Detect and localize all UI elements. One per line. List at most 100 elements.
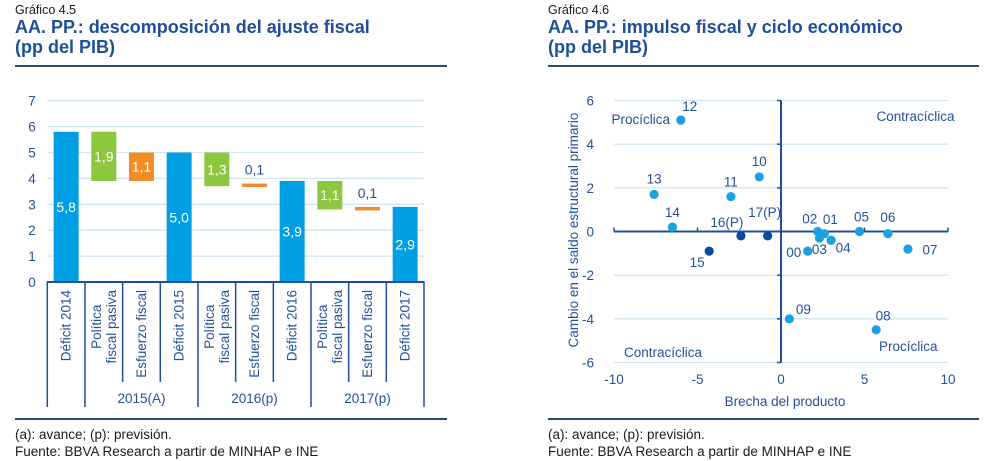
quadrant-label: Contracíclica	[877, 109, 956, 124]
scatter-point	[854, 226, 865, 237]
bar-passive	[317, 180, 343, 210]
x-tick-label: 10	[940, 372, 955, 387]
y-tick-label: 2	[28, 223, 36, 238]
point-label: 14	[665, 205, 681, 220]
x-tick-label: 5	[861, 372, 869, 387]
scatter-point	[784, 314, 794, 324]
scatter-point	[754, 172, 764, 182]
y-tick-label: 1	[28, 249, 36, 264]
scatter-point	[826, 235, 836, 245]
bar-value-label: 0,1	[245, 162, 265, 178]
category-label-line: fiscal pasiva	[104, 290, 119, 364]
bar-value-label: 1,1	[320, 187, 340, 203]
y-tick-label: -2	[582, 268, 594, 283]
scatter-point	[871, 325, 881, 335]
footer-divider-right	[548, 418, 979, 420]
scatter-point	[883, 229, 893, 239]
footnote-source: Fuente: BBVA Research a partir de MINHAP…	[15, 443, 319, 459]
category-label-line: Déficit 2016	[285, 290, 300, 361]
bar-effort	[241, 183, 267, 188]
scatter-point	[803, 246, 813, 256]
scatter-point	[667, 222, 678, 232]
x-axis-title: Brecha del producto	[725, 394, 846, 409]
bar-deficit	[166, 152, 192, 282]
category-label: Política fiscal pasiva	[315, 290, 345, 364]
y-tick-label: -6	[582, 356, 594, 371]
category-label: Déficit 2014	[59, 290, 74, 362]
footnotes-right: (a): avance; (p): previsión. Fuente: BBV…	[548, 427, 851, 460]
scatter-point	[903, 244, 913, 254]
bar-value-label: 1,1	[132, 159, 152, 175]
point-label: 03	[812, 242, 827, 257]
scatter-point	[649, 189, 659, 199]
point-label: 06	[880, 210, 895, 225]
point-label: 08	[876, 308, 891, 323]
category-label-line: Esfuerzo fiscal	[360, 290, 375, 378]
bar-effort	[128, 152, 154, 181]
chart-title-line: (pp del PIB)	[548, 37, 648, 57]
y-tick-label: 7	[28, 94, 36, 109]
group-label: 2015(A)	[117, 391, 165, 406]
x-tick-label: 0	[777, 372, 785, 387]
bar-deficit	[53, 131, 79, 282]
y-tick-label: 4	[28, 171, 36, 186]
bar-value-label: 0,1	[358, 185, 378, 201]
bar-value-label: 3,9	[282, 223, 302, 239]
point-label: 16(P)	[710, 215, 743, 230]
point-label: 01	[823, 212, 838, 227]
point-label: 10	[752, 154, 767, 169]
footnote-abbreviations: (a): avance; (p): previsión.	[548, 427, 705, 442]
chart-title-right: AA. PP.: impulso fiscal y ciclo económic…	[548, 17, 903, 57]
category-label-line: fiscal pasiva	[217, 290, 232, 364]
category-label: Esfuerzo fiscal	[247, 290, 262, 378]
quadrant-label: Procíclica	[879, 339, 938, 354]
quadrant-label: Contracíclica	[624, 345, 703, 360]
chart-title-left: AA. PP.: descomposición del ajuste fisca…	[15, 17, 370, 57]
y-tick-label: -4	[582, 312, 594, 327]
point-label: 15	[690, 255, 705, 270]
bar-passive	[204, 152, 230, 187]
scatter-point	[704, 246, 714, 256]
scatter-point	[726, 191, 736, 202]
category-label: Déficit 2016	[285, 290, 300, 361]
bar-deficit	[392, 206, 418, 282]
chart-title-line: AA. PP.: impulso fiscal y ciclo económic…	[548, 17, 903, 37]
figure-number-left: Gráfico 4.5	[15, 3, 77, 17]
point-label: 11	[724, 175, 738, 190]
bar-value-label: 1,3	[207, 161, 227, 177]
bar-chart: 0 1 2 3 4 5 6 7 5,8 1,9 1,1 5,0 1,3 0,1 3,9 1,1 0,1 2,9 Dé…	[28, 94, 425, 407]
category-label-line: Política	[315, 304, 330, 349]
category-label: Déficit 2017	[398, 290, 413, 361]
point-label: 05	[854, 210, 869, 225]
point-label: 04	[836, 241, 852, 256]
point-label: 12	[682, 99, 697, 114]
scatter-point	[763, 231, 773, 241]
chart-title-line: (pp del PIB)	[15, 37, 115, 57]
category-label: Déficit 2015	[172, 290, 187, 361]
footnote-source: Fuente: BBVA Research a partir de MINHAP…	[548, 443, 852, 459]
scatter-point	[736, 231, 746, 241]
chart-title-line: AA. PP.: descomposición del ajuste fisca…	[15, 17, 370, 37]
point-label: 00	[786, 245, 801, 260]
category-label-line: Esfuerzo fiscal	[134, 290, 149, 378]
category-label: Política fiscal pasiva	[202, 290, 232, 364]
category-label-line: Déficit 2014	[59, 290, 74, 362]
category-label-line: Política	[89, 304, 104, 349]
figure-number-right: Gráfico 4.6	[548, 3, 610, 17]
y-tick-label: 0	[586, 225, 594, 240]
scatter-point	[676, 115, 686, 125]
category-label-line: fiscal pasiva	[330, 290, 345, 364]
group-label: 2016(p)	[231, 391, 278, 406]
scatter-point	[814, 233, 825, 243]
category-label-line: Esfuerzo fiscal	[247, 290, 262, 378]
point-label: 17(P)	[748, 205, 781, 220]
bar-value-label: 1,9	[94, 148, 114, 164]
point-label: 13	[647, 171, 662, 186]
y-tick-label: 4	[586, 137, 594, 152]
bar-passive	[91, 131, 117, 181]
y-tick-label: 5	[28, 146, 36, 161]
x-tick-label: -5	[691, 372, 703, 387]
point-label: 09	[796, 302, 811, 317]
